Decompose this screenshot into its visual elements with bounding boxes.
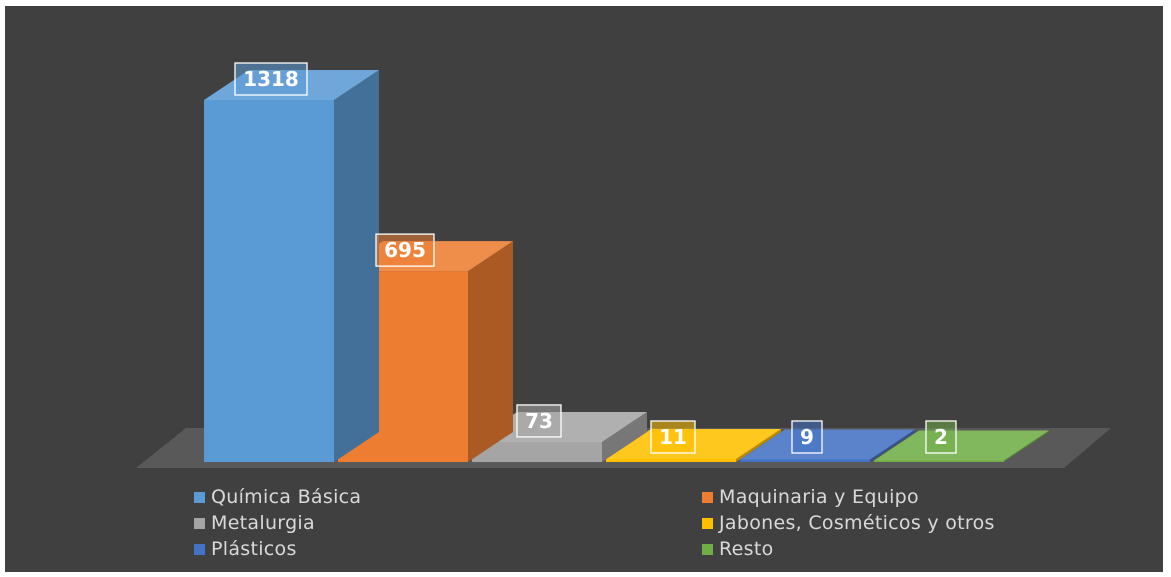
data-label-1: 695 bbox=[375, 233, 435, 267]
bar-front bbox=[204, 100, 334, 462]
data-label-text: 695 bbox=[384, 238, 426, 262]
bar-side bbox=[870, 429, 915, 462]
bar-side bbox=[736, 428, 781, 462]
data-label-box bbox=[234, 62, 308, 96]
data-label-0: 1318 bbox=[234, 62, 308, 96]
bar-front bbox=[874, 460, 1004, 462]
data-label-text: 73 bbox=[525, 409, 553, 433]
data-label-text: 1318 bbox=[243, 67, 299, 91]
bar-0 bbox=[204, 70, 379, 462]
bar-4 bbox=[740, 429, 915, 462]
data-label-5: 2 bbox=[925, 420, 957, 454]
bar-5 bbox=[874, 430, 1049, 462]
data-label-text: 9 bbox=[800, 425, 814, 449]
data-label-text: 2 bbox=[934, 425, 948, 449]
data-label-2: 73 bbox=[516, 404, 562, 438]
data-label-3: 11 bbox=[650, 420, 696, 454]
bar-top bbox=[740, 429, 915, 460]
bar-side bbox=[468, 241, 513, 462]
bar-side bbox=[602, 411, 647, 462]
bar-front bbox=[472, 441, 602, 462]
data-label-4: 9 bbox=[791, 420, 823, 454]
data-label-box bbox=[925, 420, 957, 454]
data-label-box bbox=[516, 404, 562, 438]
bar-front bbox=[606, 458, 736, 462]
bar-side bbox=[1004, 430, 1049, 462]
data-label-box bbox=[650, 420, 696, 454]
data-label-box bbox=[375, 233, 435, 267]
data-label-box bbox=[791, 420, 823, 454]
bar-top bbox=[874, 430, 1049, 461]
chart-area bbox=[5, 6, 1163, 572]
bar-side bbox=[334, 70, 379, 462]
bar-front bbox=[740, 459, 870, 462]
data-label-text: 11 bbox=[659, 425, 687, 449]
